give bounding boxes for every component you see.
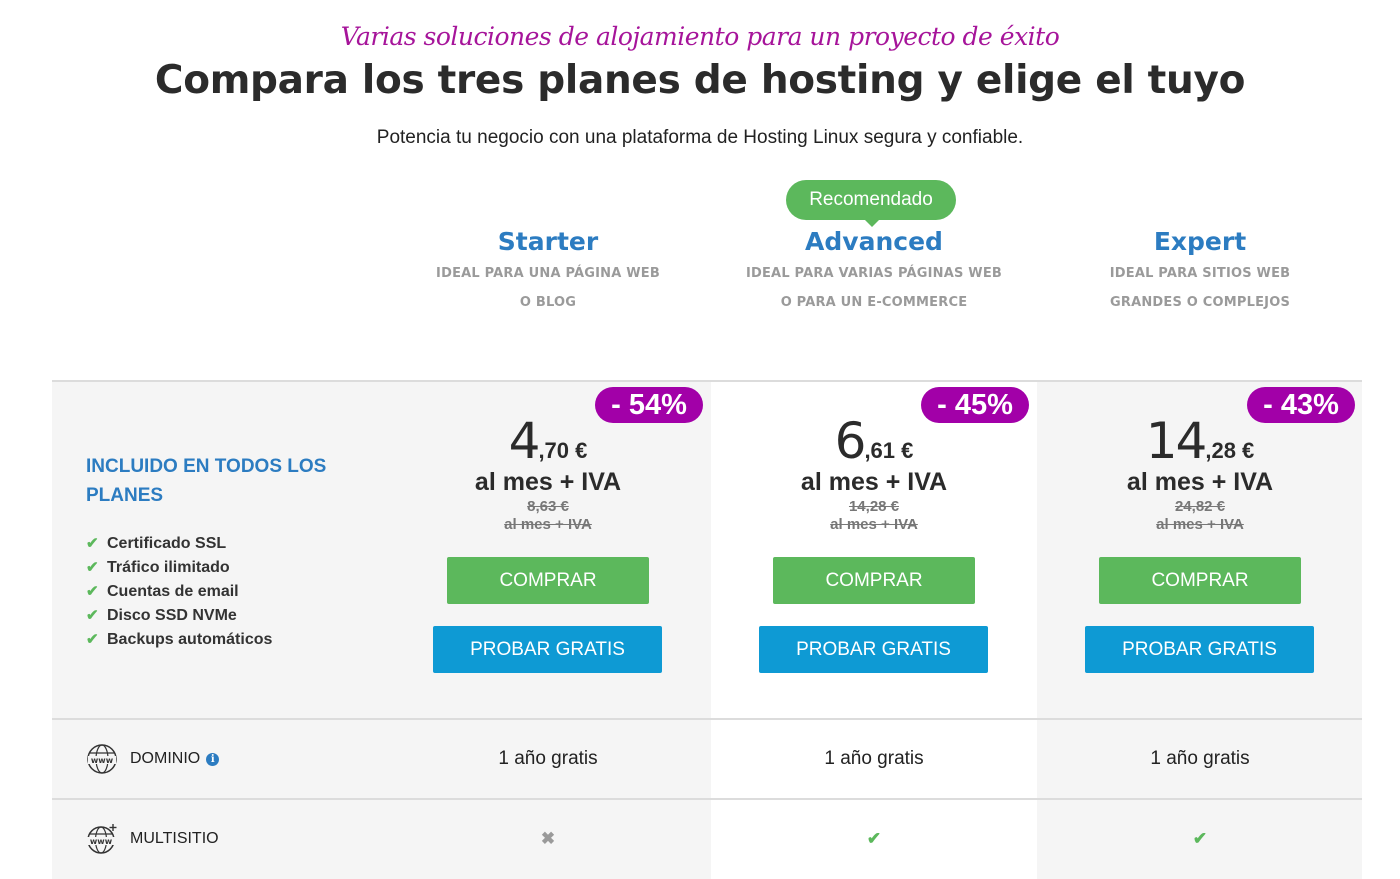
plan-description-line: IDEAL PARA UNA PÁGINA WEB: [436, 266, 660, 281]
price-period: al mes + IVA: [1126, 468, 1274, 496]
svg-text:www: www: [90, 837, 113, 846]
price-period: al mes + IVA: [474, 468, 622, 496]
price-integer: 4: [508, 412, 541, 470]
price-period: al mes + IVA: [800, 468, 948, 496]
table-cell: ✔: [1037, 800, 1363, 878]
table-cell: 1 año gratis: [498, 748, 598, 769]
old-price-period: al mes + IVA: [1156, 516, 1244, 533]
plan-name: Expert: [1153, 227, 1247, 256]
plan-description-line: O BLOG: [519, 294, 577, 310]
plan-header-starter: Starter IDEAL PARA UNA PÁGINA WEB O BLOG: [385, 224, 711, 317]
price-cell-advanced: - 45% 6,61 € al mes + IVA 14,28 € al mes…: [711, 382, 1037, 718]
check-icon: ✔: [86, 607, 99, 624]
discount-badge: - 45%: [921, 387, 1029, 423]
plan-description-line: GRANDES O COMPLEJOS: [1109, 294, 1291, 310]
table-row-multisite: www MULTISITIO ✖ ✔ ✔: [52, 798, 1362, 879]
price-decimal: ,61 €: [864, 438, 914, 463]
plan-description-line: O PARA UN E-COMMERCE: [780, 294, 968, 310]
buy-button[interactable]: COMPRAR: [1099, 557, 1301, 604]
page-subtitle: Potencia tu negocio con una plataforma d…: [376, 127, 1024, 148]
cross-icon: ✖: [540, 829, 556, 848]
feature-label: Tráfico ilimitado: [107, 559, 230, 576]
old-price: 24,82 €: [1174, 498, 1226, 515]
script-tagline: Varias soluciones de alojamiento para un…: [340, 22, 1060, 51]
www-globe-icon: www: [87, 744, 117, 774]
feature-label: Backups automáticos: [107, 631, 273, 648]
old-price-period: al mes + IVA: [830, 516, 918, 533]
check-icon: ✔: [86, 583, 99, 600]
info-icon[interactable]: i: [206, 752, 220, 766]
row-label-text: MULTISITIO: [130, 830, 219, 847]
list-item: ✔ Disco SSD NVMe: [86, 604, 272, 628]
price-decimal: ,28 €: [1205, 438, 1255, 463]
check-icon: ✔: [86, 631, 99, 648]
table-cell: ✖: [385, 800, 711, 878]
table-row-domain: www DOMINIO i 1 año gratis 1 año gratis …: [52, 718, 1362, 798]
old-price-period: al mes + IVA: [504, 516, 592, 533]
included-title: INCLUIDO EN TODOS LOS PLANES: [86, 456, 327, 506]
discount-badge: - 54%: [595, 387, 703, 423]
buy-button[interactable]: COMPRAR: [447, 557, 649, 604]
recommended-badge: Recomendado: [786, 180, 956, 227]
check-icon: ✔: [1192, 829, 1208, 848]
price-integer: 14: [1145, 412, 1208, 470]
row-label-multisite: www MULTISITIO: [86, 800, 219, 878]
free-trial-button[interactable]: PROBAR GRATIS: [1085, 626, 1314, 673]
price: 6,61 €: [711, 412, 1037, 470]
plan-name: Starter: [497, 227, 599, 256]
check-icon: ✔: [86, 535, 99, 552]
discount-badge: - 43%: [1247, 387, 1355, 423]
row-label-domain: www DOMINIO i: [86, 720, 220, 798]
list-item: ✔ Certificado SSL: [86, 532, 272, 556]
table-cell: 1 año gratis: [1150, 748, 1250, 769]
price-integer: 6: [834, 412, 867, 470]
check-icon: ✔: [866, 829, 882, 848]
list-item: ✔ Backups automáticos: [86, 628, 272, 652]
page-title: Compara los tres planes de hosting y eli…: [154, 58, 1246, 103]
plan-name: Advanced: [805, 227, 943, 256]
price-decimal: ,70 €: [538, 438, 588, 463]
old-price: 8,63 €: [527, 498, 569, 515]
free-trial-button[interactable]: PROBAR GRATIS: [433, 626, 662, 673]
list-item: ✔ Cuentas de email: [86, 580, 272, 604]
price: 14,28 €: [1037, 412, 1363, 470]
plan-description-line: IDEAL PARA SITIOS WEB: [1109, 266, 1291, 281]
included-features-list: ✔ Certificado SSL ✔ Tráfico ilimitado ✔ Cue…: [86, 532, 272, 652]
table-cell: ✔: [711, 800, 1037, 878]
price-cell-starter: - 54% 4,70 € al mes + IVA 8,63 € al mes …: [385, 382, 711, 718]
comparison-table: INCLUIDO EN TODOS LOS PLANES ✔ Certificad…: [52, 380, 1362, 879]
www-globe-plus-icon: www: [87, 824, 117, 854]
feature-label: Disco SSD NVMe: [107, 607, 237, 624]
free-trial-button[interactable]: PROBAR GRATIS: [759, 626, 988, 673]
feature-label: Cuentas de email: [107, 583, 239, 600]
plan-description-line: IDEAL PARA VARIAS PÁGINAS WEB: [745, 266, 1003, 281]
price: 4,70 €: [385, 412, 711, 470]
old-price: 14,28 €: [848, 498, 900, 515]
check-icon: ✔: [86, 559, 99, 576]
list-item: ✔ Tráfico ilimitado: [86, 556, 272, 580]
plan-header-expert: Expert IDEAL PARA SITIOS WEB GRANDES O C…: [1037, 224, 1363, 317]
price-cell-expert: - 43% 14,28 € al mes + IVA 24,82 € al me…: [1037, 382, 1363, 718]
column-bg-features: [52, 382, 385, 879]
row-label-text: DOMINIO: [130, 750, 201, 767]
svg-text:www: www: [91, 756, 114, 765]
table-cell: 1 año gratis: [824, 748, 924, 769]
buy-button[interactable]: COMPRAR: [773, 557, 975, 604]
plan-header-advanced: Advanced IDEAL PARA VARIAS PÁGINAS WEB O…: [711, 224, 1037, 317]
feature-label: Certificado SSL: [107, 535, 227, 552]
